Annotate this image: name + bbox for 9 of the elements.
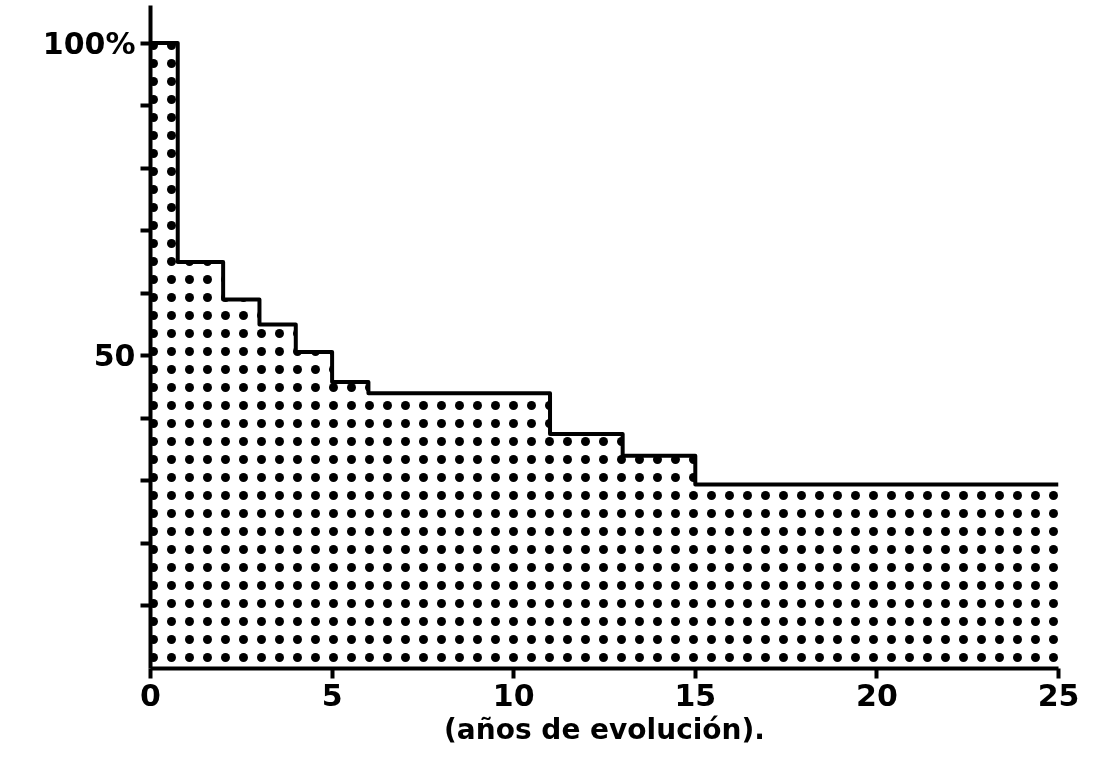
x-tick-label: 20	[856, 677, 898, 713]
y-tick-label: 50	[93, 338, 136, 374]
x-axis-title: (años de evolución).	[444, 712, 765, 746]
y-tick-label: 100%	[42, 25, 136, 61]
x-tick-label: 5	[321, 677, 343, 713]
x-tick-label: 0	[140, 677, 161, 713]
x-tick-label: 15	[674, 677, 717, 713]
x-tick-label: 10	[492, 677, 535, 713]
x-tick-label: 25	[1037, 677, 1080, 713]
